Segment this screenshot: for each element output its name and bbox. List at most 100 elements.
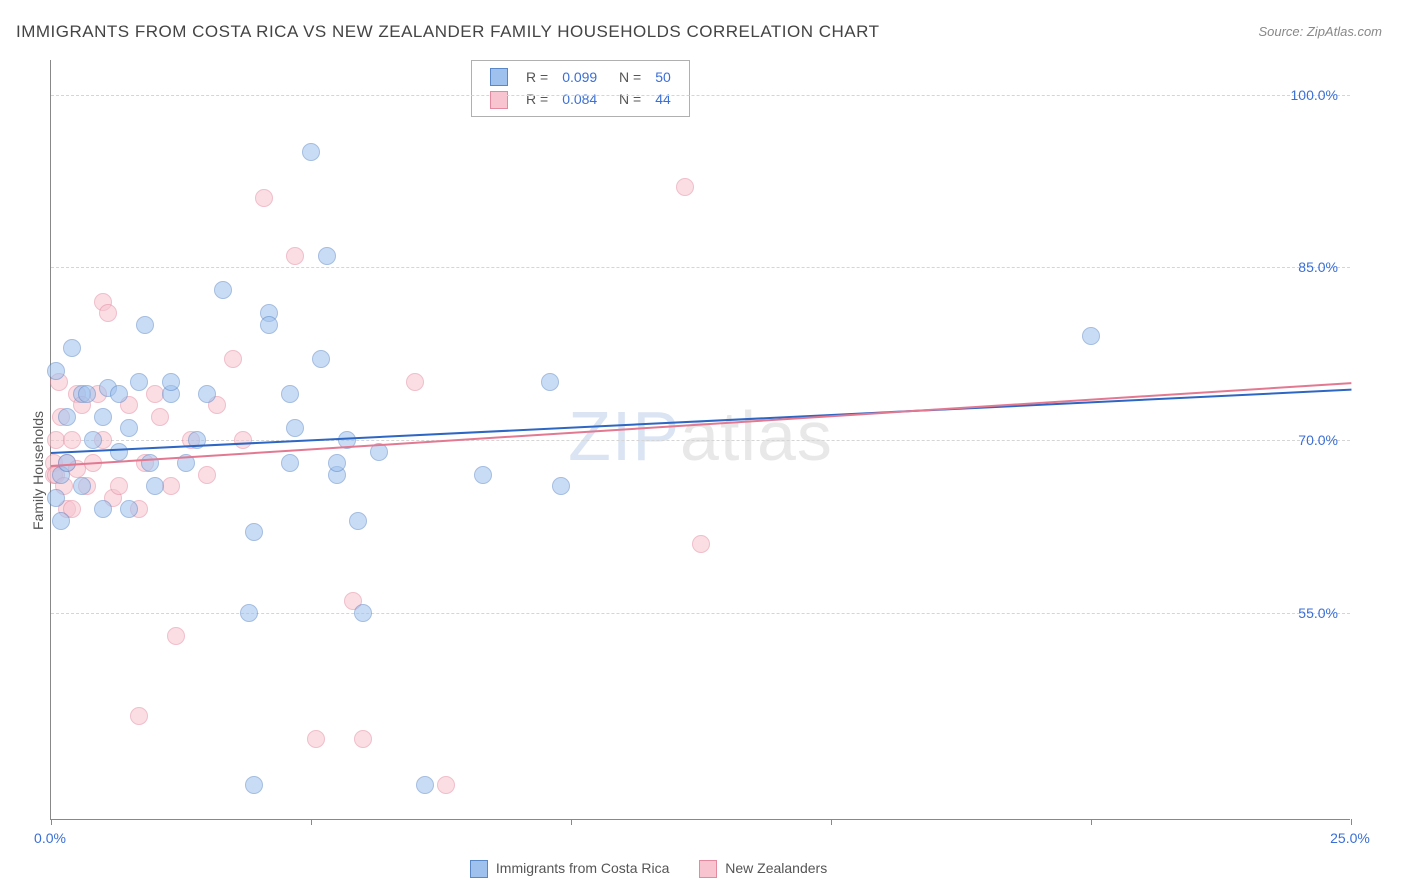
data-point <box>416 776 434 794</box>
ytick-label: 100.0% <box>1291 87 1338 103</box>
legend-stats: R =0.099 N =50R =0.084 N =44 <box>471 60 690 117</box>
chart-container: IMMIGRANTS FROM COSTA RICA VS NEW ZEALAN… <box>0 0 1406 892</box>
data-point <box>307 730 325 748</box>
xtick <box>571 819 572 825</box>
watermark: ZIPatlas <box>568 396 833 476</box>
legend-stats-table: R =0.099 N =50R =0.084 N =44 <box>482 65 679 112</box>
ytick-label: 70.0% <box>1298 432 1338 448</box>
data-point <box>214 281 232 299</box>
gridline <box>51 267 1350 268</box>
watermark-bold: ZIP <box>568 397 680 475</box>
legend-series-label: New Zealanders <box>725 860 827 876</box>
data-point <box>245 523 263 541</box>
data-point <box>130 373 148 391</box>
data-point <box>354 604 372 622</box>
data-point <box>541 373 559 391</box>
data-point <box>151 408 169 426</box>
data-point <box>52 512 70 530</box>
source-label: Source: ZipAtlas.com <box>1258 24 1382 39</box>
legend-N-value: 44 <box>649 89 677 109</box>
legend-R-value: 0.084 <box>556 89 603 109</box>
legend-series-item: Immigrants from Costa Rica <box>470 860 669 878</box>
data-point <box>692 535 710 553</box>
data-point <box>130 707 148 725</box>
data-point <box>47 362 65 380</box>
data-point <box>406 373 424 391</box>
data-point <box>63 431 81 449</box>
data-point <box>474 466 492 484</box>
data-point <box>354 730 372 748</box>
data-point <box>99 304 117 322</box>
data-point <box>281 454 299 472</box>
data-point <box>198 466 216 484</box>
legend-series-label: Immigrants from Costa Rica <box>496 860 669 876</box>
legend-series-item: New Zealanders <box>699 860 827 878</box>
data-point <box>84 431 102 449</box>
data-point <box>162 373 180 391</box>
chart-title: IMMIGRANTS FROM COSTA RICA VS NEW ZEALAN… <box>16 22 880 42</box>
data-point <box>552 477 570 495</box>
legend-swatch-cell <box>484 67 518 87</box>
data-point <box>94 500 112 518</box>
data-point <box>162 477 180 495</box>
data-point <box>328 454 346 472</box>
legend-swatch <box>490 91 508 109</box>
data-point <box>47 489 65 507</box>
xtick <box>1351 819 1352 825</box>
data-point <box>120 500 138 518</box>
watermark-light: atlas <box>680 397 833 475</box>
data-point <box>240 604 258 622</box>
data-point <box>198 385 216 403</box>
data-point <box>260 316 278 334</box>
data-point <box>167 627 185 645</box>
y-axis-label: Family Households <box>30 411 46 530</box>
data-point <box>676 178 694 196</box>
data-point <box>110 443 128 461</box>
data-point <box>73 477 91 495</box>
data-point <box>245 776 263 794</box>
data-point <box>63 339 81 357</box>
data-point <box>110 477 128 495</box>
data-point <box>1082 327 1100 345</box>
data-point <box>146 477 164 495</box>
data-point <box>94 408 112 426</box>
legend-swatch <box>490 68 508 86</box>
data-point <box>312 350 330 368</box>
data-point <box>136 316 154 334</box>
legend-N-label: N = <box>605 89 647 109</box>
data-point <box>58 408 76 426</box>
data-point <box>286 419 304 437</box>
legend-N-value: 50 <box>649 67 677 87</box>
legend-N-label: N = <box>605 67 647 87</box>
xtick-label: 25.0% <box>1330 830 1370 846</box>
data-point <box>224 350 242 368</box>
data-point <box>302 143 320 161</box>
ytick-label: 85.0% <box>1298 259 1338 275</box>
data-point <box>120 419 138 437</box>
data-point <box>437 776 455 794</box>
legend-series: Immigrants from Costa Rica New Zealander… <box>470 860 857 878</box>
legend-swatch <box>470 860 488 878</box>
plot-area: ZIPatlas R =0.099 N =50R =0.084 N =44 55… <box>50 60 1350 820</box>
data-point <box>318 247 336 265</box>
data-point <box>234 431 252 449</box>
xtick <box>311 819 312 825</box>
data-point <box>349 512 367 530</box>
legend-swatch-cell <box>484 89 518 109</box>
data-point <box>255 189 273 207</box>
xtick-label: 0.0% <box>34 830 66 846</box>
ytick-label: 55.0% <box>1298 605 1338 621</box>
legend-R-label: R = <box>520 67 554 87</box>
legend-swatch <box>699 860 717 878</box>
data-point <box>78 385 96 403</box>
data-point <box>110 385 128 403</box>
legend-stat-row: R =0.084 N =44 <box>484 89 677 109</box>
legend-R-value: 0.099 <box>556 67 603 87</box>
xtick <box>51 819 52 825</box>
data-point <box>141 454 159 472</box>
gridline <box>51 95 1350 96</box>
legend-stat-row: R =0.099 N =50 <box>484 67 677 87</box>
legend-R-label: R = <box>520 89 554 109</box>
data-point <box>286 247 304 265</box>
xtick <box>831 819 832 825</box>
